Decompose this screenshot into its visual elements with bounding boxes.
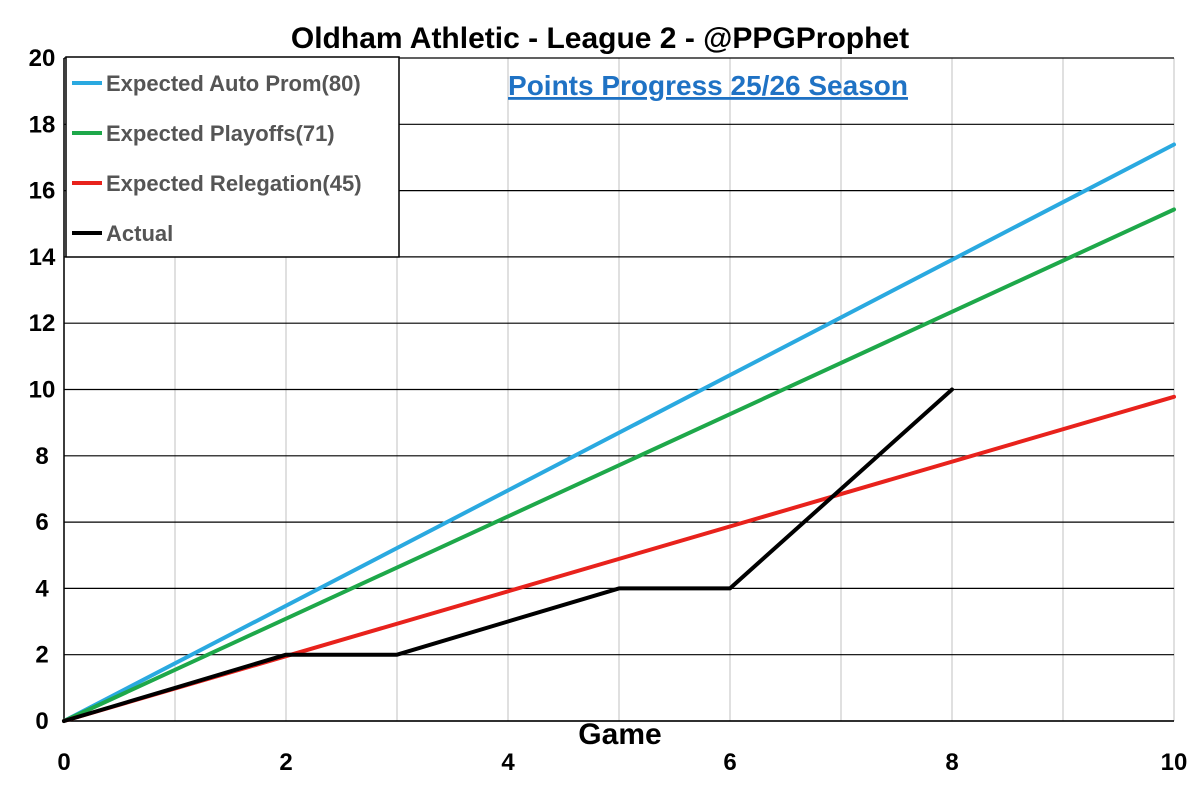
series-line-actual	[62, 387, 954, 723]
legend-label: Expected Auto Prom(80)	[106, 71, 361, 96]
x-tick-label: 0	[57, 749, 70, 776]
y-tick-label: 20	[29, 45, 56, 72]
legend: Expected Auto Prom(80) Expected Playoffs(…	[65, 56, 400, 258]
legend-box	[65, 56, 400, 258]
y-tick-label: 8	[35, 443, 48, 470]
x-tick-label: 8	[945, 749, 958, 776]
series-line-expected-playoffs-71	[62, 207, 1176, 723]
y-tick-label: 6	[35, 509, 48, 536]
x-tick-label: 6	[723, 749, 736, 776]
x-tick-label: 4	[501, 749, 515, 776]
series-lines	[62, 142, 1176, 723]
y-tick-label: 16	[29, 178, 56, 205]
chart-subtitle: Points Progress 25/26 Season	[508, 70, 908, 101]
axes	[63, 58, 1174, 722]
y-tick-label: 10	[29, 377, 56, 404]
x-tick-label: 2	[279, 749, 292, 776]
x-tick-label: 10	[1161, 749, 1188, 776]
y-tick-label: 2	[35, 642, 48, 669]
y-axis-ticks: 0 2 4 6 8 10 12 14 16 18 20	[29, 45, 56, 735]
y-tick-label: 0	[35, 708, 48, 735]
legend-label: Actual	[106, 221, 173, 246]
x-axis-label: Game	[578, 718, 661, 751]
chart-title: Oldham Athletic - League 2 - @PPGProphet	[291, 22, 909, 55]
legend-label: Expected Playoffs(71)	[106, 121, 335, 146]
y-tick-label: 14	[29, 244, 56, 271]
y-tick-label: 18	[29, 111, 56, 138]
x-axis-ticks: 0 2 4 6 8 10	[57, 749, 1187, 776]
legend-label: Expected Relegation(45)	[106, 171, 362, 196]
y-tick-label: 12	[29, 310, 56, 337]
y-tick-label: 4	[35, 575, 49, 602]
series-line-expected-auto-prom-80	[62, 142, 1176, 723]
